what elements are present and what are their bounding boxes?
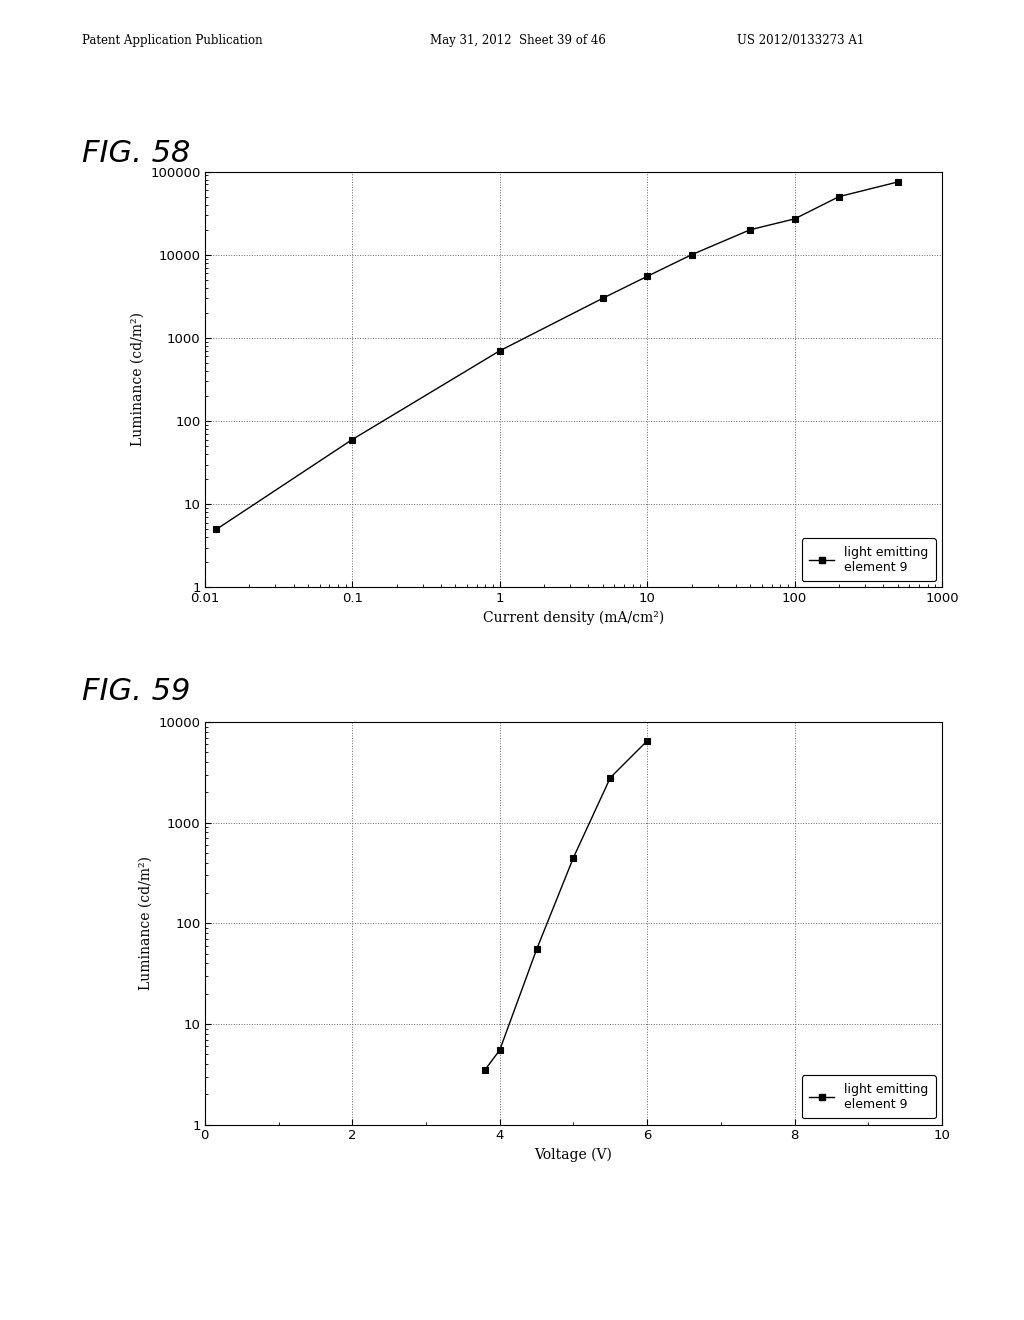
Text: May 31, 2012  Sheet 39 of 46: May 31, 2012 Sheet 39 of 46: [430, 34, 606, 48]
Y-axis label: Luminance (cd/m²): Luminance (cd/m²): [139, 857, 153, 990]
Text: FIG. 59: FIG. 59: [82, 677, 190, 706]
Legend: light emitting
element 9: light emitting element 9: [802, 539, 936, 581]
Text: US 2012/0133273 A1: US 2012/0133273 A1: [737, 34, 864, 48]
Text: FIG. 58: FIG. 58: [82, 139, 190, 168]
Legend: light emitting
element 9: light emitting element 9: [802, 1076, 936, 1118]
Y-axis label: Luminance (cd/m²): Luminance (cd/m²): [131, 313, 144, 446]
X-axis label: Current density (mA/cm²): Current density (mA/cm²): [482, 610, 665, 624]
X-axis label: Voltage (V): Voltage (V): [535, 1147, 612, 1162]
Text: Patent Application Publication: Patent Application Publication: [82, 34, 262, 48]
